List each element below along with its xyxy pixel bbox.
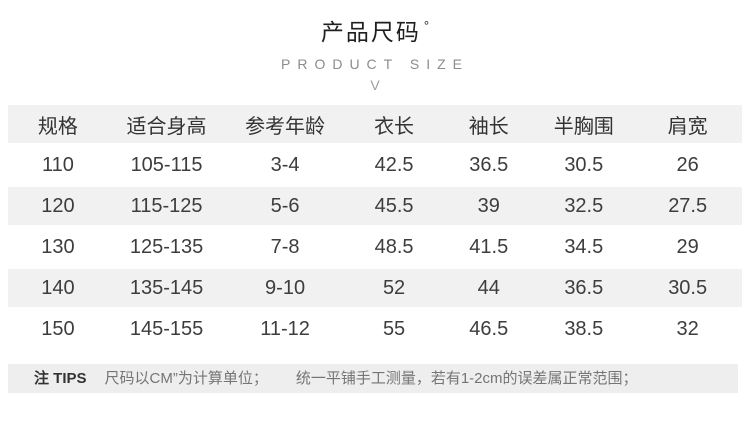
table-cell: 140 xyxy=(8,269,108,307)
table-cell: 125-135 xyxy=(129,235,204,258)
table-row: 130 125-135 7-8 48.5 41.5 34.5 29 xyxy=(8,228,742,266)
page-header: 产品尺码 ° PRODUCT SIZE V xyxy=(0,0,750,93)
table-cell: 30.5 xyxy=(564,153,604,176)
page-title-row: 产品尺码 ° xyxy=(0,13,750,47)
size-table: 规格 适合身高 参考年龄 衣长 袖长 半胸围 肩宽 110 105-115 3-4 42.5 36.… xyxy=(8,102,742,351)
column-header: 参考年龄 xyxy=(225,105,345,143)
table-cell: 27.5 xyxy=(633,187,742,225)
column-header: 衣长 xyxy=(344,105,444,143)
table-cell: 36.5 xyxy=(534,269,634,307)
tips-bar: 注 TIPS 尺码以CM”为计算单位； 统一平铺手工测量，若有1-2cm的误差属正常… xyxy=(8,364,738,393)
table-row: 140 135-145 9-10 52 44 36.5 30.5 xyxy=(8,269,742,307)
column-header: 半胸围 xyxy=(534,105,634,143)
chevron-down-icon: V xyxy=(370,77,380,93)
table-cell: 120 xyxy=(8,187,108,225)
table-cell: 150 xyxy=(41,317,75,340)
table-cell: 9-10 xyxy=(225,269,345,307)
table-cell: 52 xyxy=(344,269,444,307)
column-header: 规格 xyxy=(8,105,108,143)
table-cell: 110 xyxy=(41,153,74,176)
table-cell: 42.5 xyxy=(374,153,414,176)
table-row: 110 105-115 3-4 42.5 36.5 30.5 26 xyxy=(8,146,742,184)
tips-text-tolerance: 统一平铺手工测量，若有1-2cm的误差属正常范围； xyxy=(295,370,638,387)
table-cell: 29 xyxy=(676,235,699,258)
table-cell: 34.5 xyxy=(564,235,604,258)
table-cell: 130 xyxy=(41,235,75,258)
table-cell: 7-8 xyxy=(270,235,300,258)
table-cell: 5-6 xyxy=(225,187,345,225)
page-subtitle: PRODUCT SIZE xyxy=(281,56,469,72)
table-cell: 3-4 xyxy=(270,153,300,176)
table-cell: 38.5 xyxy=(564,317,604,340)
column-header: 肩宽 xyxy=(633,105,742,143)
tips-label: 注 TIPS xyxy=(34,370,87,387)
table-cell: 41.5 xyxy=(469,235,509,258)
tips-text-unit: 尺码以CM”为计算单位； xyxy=(104,370,268,387)
table-cell: 115-125 xyxy=(107,187,226,225)
table-cell: 145-155 xyxy=(129,317,204,340)
table-cell: 26 xyxy=(676,153,699,176)
degree-mark: ° xyxy=(423,18,430,33)
table-cell: 45.5 xyxy=(344,187,444,225)
table-cell: 55 xyxy=(382,317,406,340)
header-row: 规格 适合身高 参考年龄 衣长 袖长 半胸围 肩宽 xyxy=(8,105,742,143)
table-body: 110 105-115 3-4 42.5 36.5 30.5 26 120 115-125 5-6… xyxy=(8,146,742,348)
table-cell: 32 xyxy=(676,317,699,340)
table-cell: 11-12 xyxy=(260,317,310,340)
table-cell: 46.5 xyxy=(469,317,509,340)
table-cell: 44 xyxy=(443,269,535,307)
table-cell: 30.5 xyxy=(633,269,742,307)
table-cell: 32.5 xyxy=(534,187,634,225)
table-cell: 105-115 xyxy=(130,153,203,176)
page-title: 产品尺码 xyxy=(320,19,421,45)
table-cell: 39 xyxy=(443,187,535,225)
table-cell: 48.5 xyxy=(374,235,414,258)
table-row: 150 145-155 11-12 55 46.5 38.5 32 xyxy=(8,310,742,348)
column-header: 袖长 xyxy=(443,105,535,143)
table-row: 120 115-125 5-6 45.5 39 32.5 27.5 xyxy=(8,187,742,225)
table-cell: 135-145 xyxy=(107,269,226,307)
table-cell: 36.5 xyxy=(469,153,509,176)
column-header: 适合身高 xyxy=(107,105,226,143)
